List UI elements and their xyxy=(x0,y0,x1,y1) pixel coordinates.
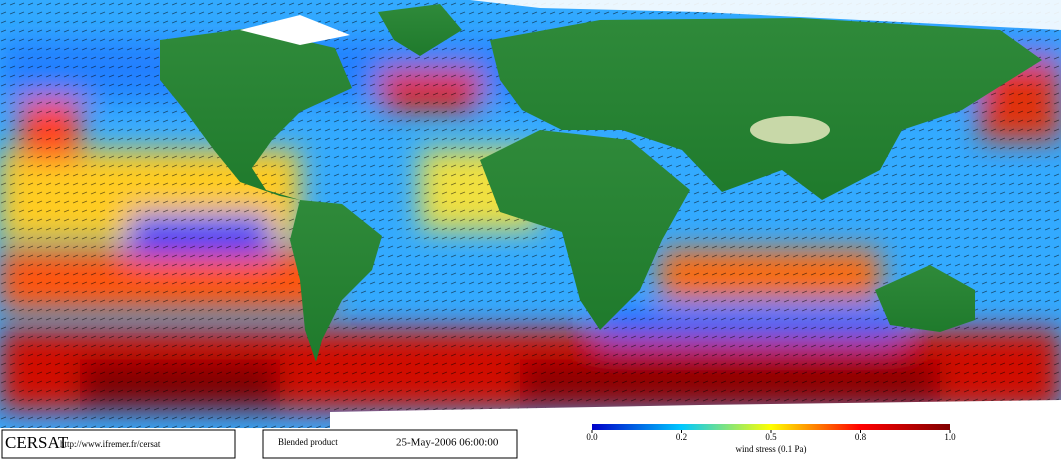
colorbar-tick-label: 0.5 xyxy=(765,432,777,442)
ice xyxy=(0,0,1061,428)
timestamp: 25-May-2006 06:00:00 xyxy=(396,437,499,449)
logo: CERSAT xyxy=(5,433,69,452)
credit-box xyxy=(1,429,236,459)
colorbar-tick-label: 0.0 xyxy=(586,432,598,442)
colorbar-tick-label: 0.2 xyxy=(676,432,687,442)
product-box xyxy=(262,429,518,459)
australia xyxy=(875,265,975,332)
colorbar-ramp xyxy=(592,424,950,430)
tibet xyxy=(750,116,830,144)
colorbar-label: wind stress (0.1 Pa) xyxy=(736,444,807,454)
greenland xyxy=(378,4,462,56)
info-box: CERSAT http://www.ifremer.fr/cersat Blen… xyxy=(1,429,518,459)
land xyxy=(160,4,1042,362)
product: Blended product xyxy=(278,437,338,447)
url: http://www.ifremer.fr/cersat xyxy=(60,439,161,449)
colorbar: wind stress (0.1 Pa) 0.0 0.2 0.5 0.8 1.0 xyxy=(586,424,956,454)
eurasia xyxy=(490,18,1042,200)
colorbar-tick-label: 1.0 xyxy=(944,432,956,442)
north-america xyxy=(160,28,352,200)
africa xyxy=(480,130,690,330)
colorbar-tick-label: 0.8 xyxy=(855,432,867,442)
south-america xyxy=(290,200,382,362)
